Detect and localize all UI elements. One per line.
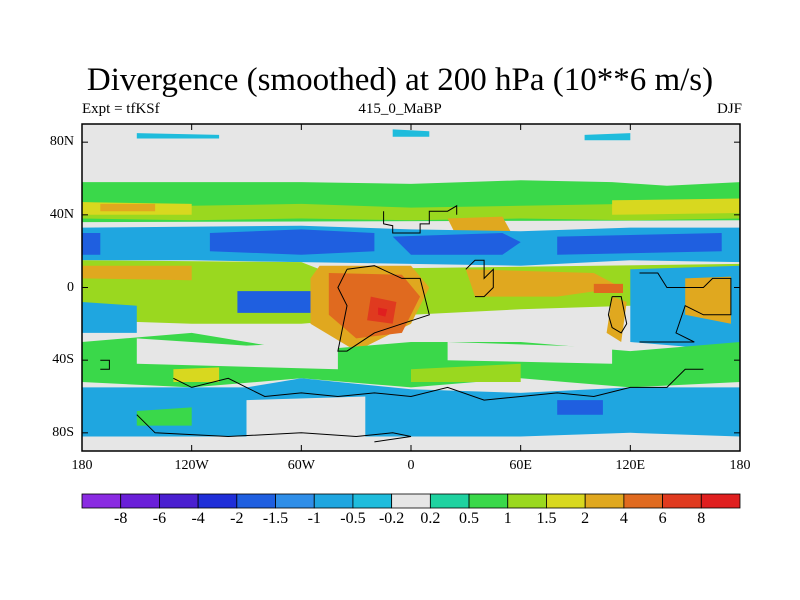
colorbar-swatch xyxy=(275,493,315,509)
colorbar-swatch xyxy=(197,493,238,509)
contour-region-6 xyxy=(82,202,740,221)
x-tick-label: 180 xyxy=(729,458,751,473)
contour-region-26 xyxy=(82,302,137,333)
chart-title: Divergence (smoothed) at 200 hPa (10**6 … xyxy=(86,62,714,98)
colorbar-label: -4 xyxy=(191,510,205,527)
season-label: DJF xyxy=(716,101,742,117)
x-tick-label: 0 xyxy=(407,458,415,473)
x-tick-label: 120E xyxy=(615,458,646,473)
contour-region-24 xyxy=(593,283,623,293)
coastline-south-america xyxy=(337,265,430,352)
coastline-antarctica xyxy=(173,368,704,401)
colorbar-label: -1.5 xyxy=(262,510,289,527)
contour-region-27 xyxy=(237,291,311,313)
colorbar-swatch xyxy=(700,493,741,509)
colorbar-swatch xyxy=(507,493,547,509)
coastline-antarctica-south xyxy=(136,414,412,443)
contour-region-23 xyxy=(606,296,627,342)
colorbar-label: 8 xyxy=(697,510,706,527)
contour-region-34 xyxy=(411,363,521,382)
colorbar-swatch xyxy=(391,493,431,509)
colorbar xyxy=(81,493,741,509)
x-tick-label: 60W xyxy=(287,458,315,473)
colorbar-swatch xyxy=(623,493,663,509)
y-tick-label: 80N xyxy=(49,134,74,150)
colorbar-swatch xyxy=(662,493,702,509)
contour-region-33 xyxy=(173,367,220,382)
x-tick-label: 60E xyxy=(509,458,532,473)
contour-region-22 xyxy=(465,269,622,297)
contour-region-36 xyxy=(246,396,366,442)
contour-region-2 xyxy=(392,129,430,137)
contour-region-14 xyxy=(392,233,521,255)
colorbar-label: -1 xyxy=(307,510,321,527)
colorbar-swatch xyxy=(81,493,122,509)
colorbar-label: 6 xyxy=(658,510,667,527)
contour-region-13 xyxy=(209,229,375,255)
colorbar-label: 0.2 xyxy=(420,510,441,527)
colorbar-swatch xyxy=(546,493,586,509)
colorbar-label: 4 xyxy=(619,510,628,527)
coastline-eurasia xyxy=(465,259,494,298)
contour-region-29 xyxy=(685,276,731,324)
contour-region-15 xyxy=(557,233,722,255)
axis-ticks xyxy=(81,124,741,451)
contour-region-12 xyxy=(82,233,101,255)
contour-region-38 xyxy=(136,407,192,426)
experiment-label: Expt = tfKSf xyxy=(82,101,160,117)
coastline-north-america xyxy=(383,204,458,234)
colorbar-label: -0.5 xyxy=(340,510,366,527)
coastline-pacific-islands xyxy=(100,359,110,370)
contour-region-37 xyxy=(557,400,603,415)
colorbar-swatch xyxy=(236,493,276,509)
colorbar-swatch xyxy=(159,493,199,509)
colorbar-swatch xyxy=(429,493,470,509)
coastline-layer xyxy=(100,204,732,443)
contour-region-9 xyxy=(100,203,156,212)
colorbar-label: 2 xyxy=(581,510,590,527)
colorbar-label: -8 xyxy=(114,510,128,527)
colorbar-label: -2 xyxy=(230,510,244,527)
colorbar-label: 1.5 xyxy=(536,510,557,527)
colorbar-swatch xyxy=(313,493,354,509)
coastline-asia-east xyxy=(639,272,732,343)
contour-region-21 xyxy=(378,307,388,317)
y-tick-label: 40S xyxy=(52,352,74,368)
y-tick-label: 80S xyxy=(52,424,74,440)
contour-layer xyxy=(82,124,740,451)
x-tick-label: 120W xyxy=(174,458,209,473)
contour-region-17 xyxy=(82,265,192,281)
contour-region-3 xyxy=(584,133,631,141)
colorbar-label: -6 xyxy=(152,510,167,527)
colorbar-swatch xyxy=(352,493,393,509)
colorbar-label: 1 xyxy=(503,510,512,527)
y-tick-label: 0 xyxy=(67,279,74,295)
y-tick-label: 40N xyxy=(49,206,74,222)
run-label: 415_0_MaBP xyxy=(358,101,442,117)
contour-region-32 xyxy=(447,342,613,364)
contour-region-8 xyxy=(612,198,740,215)
coastline-india xyxy=(607,296,628,334)
colorbar-label: -0.2 xyxy=(378,510,405,527)
colorbar-swatch xyxy=(468,493,509,509)
contour-region-4 xyxy=(82,180,740,206)
colorbar-swatch xyxy=(120,493,160,509)
contour-region-31 xyxy=(136,338,338,370)
contour-region-1 xyxy=(136,133,220,139)
x-tick-label: 180 xyxy=(71,458,93,473)
colorbar-label: 0.5 xyxy=(459,510,480,527)
colorbar-swatch xyxy=(584,493,625,509)
